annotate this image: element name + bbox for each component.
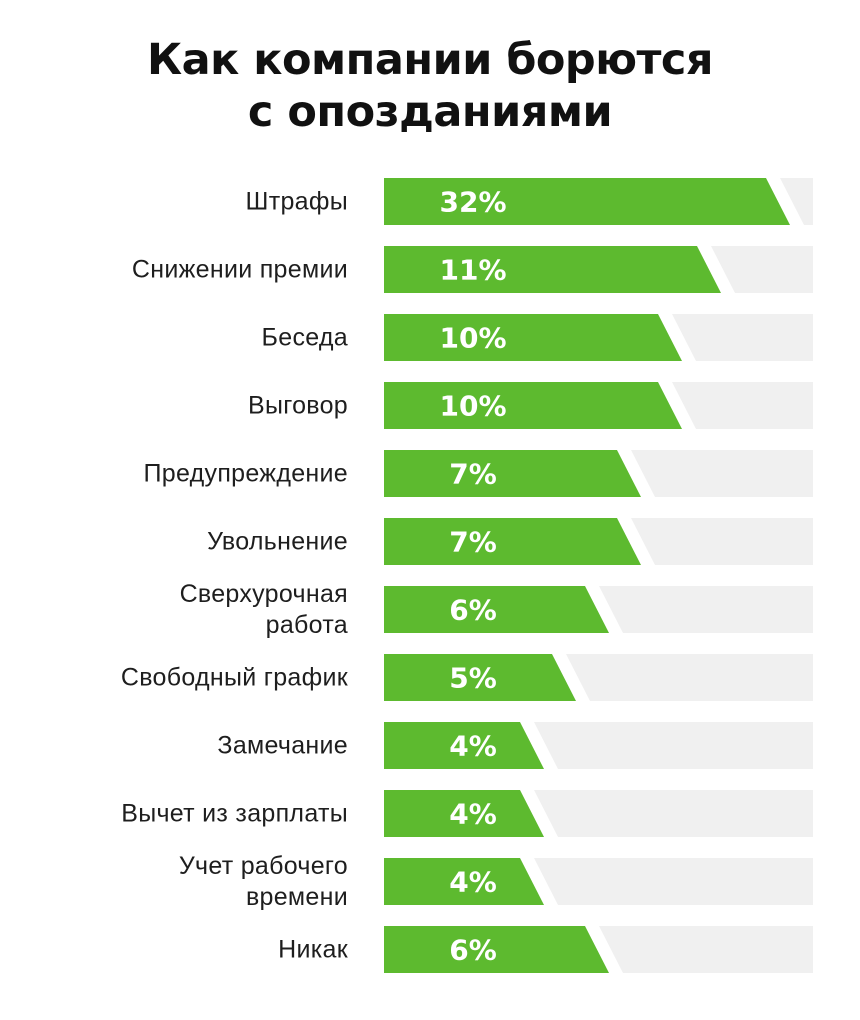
- bar-row: 4% Учет рабочего времени: [179, 852, 813, 911]
- category-label: времени: [246, 883, 348, 911]
- bar-value-label: 10%: [439, 322, 506, 355]
- category-label: Беседа: [262, 324, 348, 352]
- bar-value-label: 11%: [439, 254, 506, 287]
- category-label: Никак: [278, 936, 349, 964]
- bar: [384, 382, 682, 429]
- bar: [384, 654, 576, 701]
- bar-value-label: 6%: [449, 594, 497, 627]
- bar-row: 4% Замечание: [217, 722, 813, 769]
- bar-row: 6% Сверхурочная работа: [180, 580, 813, 639]
- chart-title-line-2: с опозданиями: [247, 87, 613, 137]
- category-label: Увольнение: [207, 528, 348, 556]
- bar-row: 4% Вычет из зарплаты: [121, 790, 813, 837]
- bar-row: 11% Снижении премии: [132, 246, 813, 293]
- bar-value-label: 4%: [449, 730, 497, 763]
- bar: [384, 790, 544, 837]
- category-label: Вычет из зарплаты: [121, 800, 348, 828]
- bar: [384, 246, 721, 293]
- category-label: Свободный график: [121, 664, 349, 692]
- bar-row: 10% Беседа: [262, 314, 813, 361]
- category-label: работа: [266, 611, 348, 639]
- category-label: Учет рабочего: [179, 852, 348, 880]
- bar: [384, 586, 609, 633]
- bar-value-label: 4%: [449, 866, 497, 899]
- bar-value-label: 6%: [449, 934, 497, 967]
- bar: [384, 858, 544, 905]
- bar: [384, 722, 544, 769]
- bar-value-label: 32%: [439, 186, 506, 219]
- bar-value-label: 4%: [449, 798, 497, 831]
- bar-row: 10% Выговор: [248, 382, 813, 429]
- bar-row: 7% Увольнение: [207, 518, 813, 565]
- bar: [384, 314, 682, 361]
- bar-row: 5% Свободный график: [121, 654, 813, 701]
- bar: [384, 518, 641, 565]
- bar-row: 32% Штрафы: [245, 178, 813, 225]
- bar-value-label: 7%: [449, 458, 497, 491]
- category-label: Снижении премии: [132, 256, 348, 284]
- bar-row: 7% Предупреждение: [144, 450, 813, 497]
- category-label: Выговор: [248, 392, 348, 420]
- bar-value-label: 10%: [439, 390, 506, 423]
- bar-value-label: 5%: [449, 662, 497, 695]
- bar: [384, 178, 790, 225]
- chart-title: Как компании борются с опозданиями: [0, 34, 860, 138]
- bar-value-label: 7%: [449, 526, 497, 559]
- bar-row: 6% Никак: [278, 926, 813, 973]
- bar: [384, 926, 609, 973]
- bar: [384, 450, 641, 497]
- category-label: Штрафы: [245, 188, 348, 216]
- chart-title-line-1: Как компании борются: [146, 35, 714, 85]
- category-label: Замечание: [217, 732, 348, 760]
- category-label: Сверхурочная: [180, 580, 348, 608]
- category-label: Предупреждение: [144, 460, 348, 488]
